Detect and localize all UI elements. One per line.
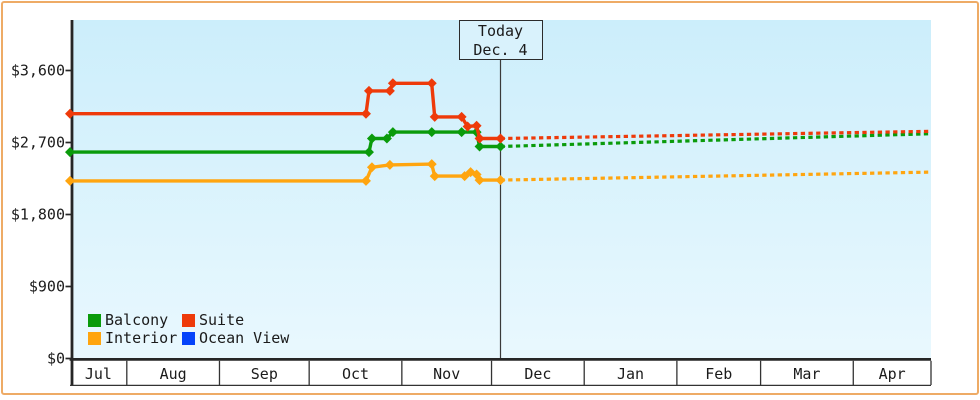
month-label: Jul	[85, 365, 112, 383]
month-label: Oct	[342, 365, 369, 383]
data-point	[429, 111, 440, 122]
month-label: Sep	[251, 365, 278, 383]
legend-label-ocean-view: Ocean View	[199, 329, 290, 347]
data-point	[456, 127, 467, 138]
interior-swatch-icon	[88, 331, 101, 345]
data-point	[366, 162, 377, 173]
ocean-view-swatch-icon	[182, 331, 195, 345]
data-point	[381, 133, 392, 144]
data-point	[387, 78, 398, 89]
data-point	[360, 108, 371, 119]
legend-label-balcony: Balcony	[105, 311, 169, 329]
series-interior	[65, 159, 932, 186]
data-point	[65, 147, 75, 158]
plot-area	[73, 20, 931, 358]
month-label: Jan	[617, 365, 644, 383]
data-point	[495, 175, 506, 186]
y-tick-label: $2,700	[11, 134, 65, 152]
today-label: Today	[477, 22, 524, 40]
data-point	[456, 111, 467, 122]
data-point	[65, 175, 75, 186]
data-point	[474, 175, 485, 186]
data-point	[426, 78, 437, 89]
legend-item-balcony: Balcony	[88, 311, 182, 329]
data-point	[363, 147, 374, 158]
month-label: Feb	[705, 365, 732, 383]
y-tick-label: $900	[29, 278, 65, 296]
data-point	[387, 127, 398, 138]
data-point	[429, 171, 440, 182]
data-point	[384, 85, 395, 96]
data-point	[462, 121, 473, 132]
data-point	[363, 85, 374, 96]
data-point	[471, 120, 482, 131]
chart-legend: Balcony Suite Interior Ocean View	[88, 311, 290, 347]
data-point	[426, 159, 437, 170]
month-label: Nov	[433, 365, 460, 383]
y-tick-label: $3,600	[11, 62, 65, 80]
today-marker-box: Today Dec. 4	[458, 20, 543, 60]
data-point	[474, 141, 485, 152]
data-point	[360, 175, 371, 186]
legend-item-interior: Interior	[88, 329, 182, 347]
y-tick-label: $1,800	[11, 206, 65, 224]
series-suite	[65, 78, 932, 144]
data-point	[366, 133, 377, 144]
forecast-line	[500, 129, 932, 141]
data-point	[495, 141, 506, 152]
legend-item-suite: Suite	[182, 311, 289, 329]
suite-swatch-icon	[182, 313, 195, 327]
month-label: Mar	[793, 365, 820, 383]
legend-label-interior: Interior	[105, 329, 178, 347]
data-point	[495, 133, 506, 144]
data-point	[384, 159, 395, 170]
legend-label-suite: Suite	[199, 311, 245, 329]
month-label: Aug	[160, 365, 187, 383]
data-point	[426, 127, 437, 138]
balcony-swatch-icon	[88, 313, 101, 327]
data-point	[65, 108, 75, 119]
month-label: Dec	[524, 365, 551, 383]
forecast-line	[500, 170, 932, 182]
y-tick-label: $0	[47, 350, 65, 368]
month-label: Apr	[879, 365, 906, 383]
legend-item-ocean-view: Ocean View	[182, 329, 290, 347]
today-date: Dec. 4	[473, 41, 528, 59]
forecast-line	[500, 132, 932, 149]
data-point	[474, 133, 485, 144]
